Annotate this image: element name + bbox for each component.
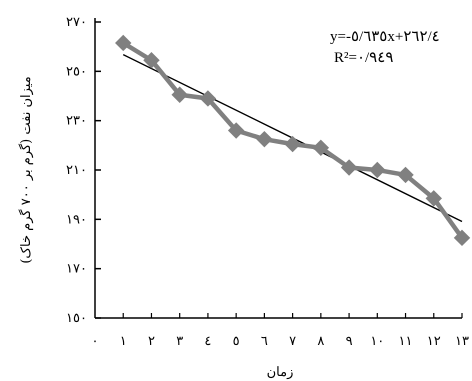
data-point [312, 139, 330, 157]
y-tick-label: ۱۷۰ [66, 262, 87, 277]
x-tick-label: ٦ [261, 334, 268, 349]
series-group [115, 34, 471, 247]
x-tick-label: ۰ [92, 334, 99, 349]
x-tick-label: ٥ [233, 334, 240, 349]
x-tick-label: ۷ [289, 334, 296, 349]
y-tick-label: ۲۱۰ [66, 163, 87, 178]
x-axis-title: زمان [267, 365, 294, 380]
data-point [199, 90, 217, 107]
r-squared-label: R²=۰/۹٤۹ [334, 50, 393, 66]
data-point [340, 159, 358, 176]
data-point [397, 166, 414, 184]
data-point [171, 86, 188, 103]
x-tick-label: ۱۰ [370, 334, 384, 349]
x-tick-label: ٤ [204, 334, 211, 349]
x-tick-label: ۱۳ [455, 334, 469, 349]
data-point [425, 190, 442, 207]
y-tick-label: ۲٥۰ [66, 64, 87, 79]
y-axis-title: میزان نفت (گرم بر ۷۰۰ گرم خاک) [18, 76, 34, 263]
data-point [284, 135, 301, 153]
y-tick-label: ۲۷۰ [66, 15, 87, 30]
x-tick-label: ۱۲ [427, 334, 441, 349]
x-tick-label: ۱ [120, 334, 127, 349]
x-tick-label: ۲ [148, 334, 155, 349]
x-tick-label: ۱۱ [399, 334, 413, 349]
y-tick-label: ۱۹۰ [66, 212, 87, 227]
x-tick-label: ۹ [346, 334, 353, 349]
trendline-equation: y=-٥/٦٣٥x+٢٦٢/٤ [330, 29, 440, 45]
data-point [256, 130, 273, 148]
y-tick-label: ۱٥۰ [66, 311, 87, 326]
axes [94, 18, 463, 319]
data-point [453, 229, 471, 247]
x-tick-label: ۸ [317, 334, 324, 349]
x-tick-label: ۳ [176, 334, 183, 349]
data-point [369, 161, 386, 179]
data-point [143, 52, 160, 69]
data-point [227, 122, 245, 139]
data-point [115, 34, 132, 52]
y-tick-label: ۲۳۰ [66, 114, 87, 129]
